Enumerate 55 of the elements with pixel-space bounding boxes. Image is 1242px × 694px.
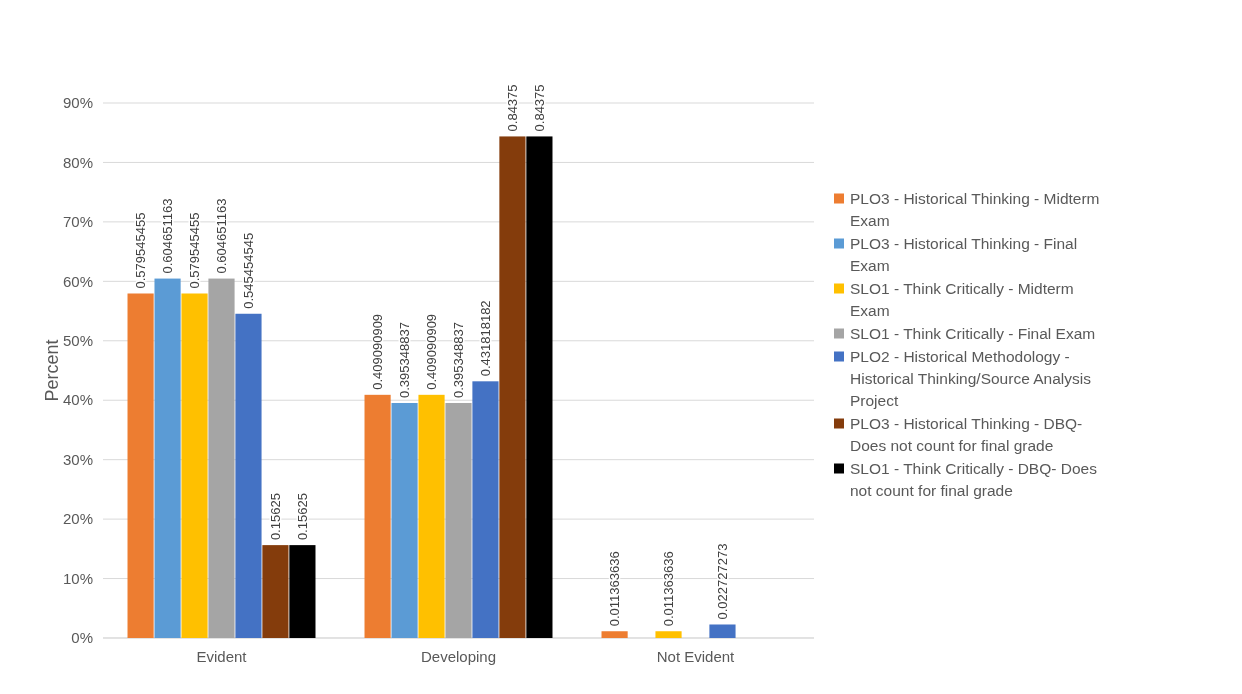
data-label: 0.409090909 <box>370 313 386 390</box>
bar <box>526 136 553 638</box>
y-tick-label: 40% <box>62 391 93 409</box>
data-label: 0.011363636 <box>661 551 677 627</box>
legend-label: PLO2 - Historical Methodology - Historical Thinking/Source Analysis Project <box>850 347 1092 409</box>
bar <box>154 278 181 638</box>
bar <box>127 293 154 638</box>
bar <box>445 402 472 638</box>
data-label: 0.409090909 <box>424 313 440 390</box>
bar <box>655 631 682 638</box>
y-tick-label: 50% <box>62 332 93 350</box>
data-label: 0.604651163 <box>214 198 230 274</box>
data-label: 0.395348837 <box>397 322 413 398</box>
data-label: 0.579545455 <box>133 212 149 289</box>
legend-label: SLO1 - Think Critically - DBQ- Does not count for final grade <box>850 459 1098 499</box>
data-label: 0.84375 <box>504 84 520 132</box>
data-label: 0.395348837 <box>451 322 467 398</box>
y-tick-label: 60% <box>62 272 93 290</box>
legend-label: SLO1 - Think Critically - Final Exam <box>850 324 1096 342</box>
y-tick-label: 80% <box>62 153 93 171</box>
y-tick-label: 20% <box>62 510 93 528</box>
bar <box>208 278 235 638</box>
bar <box>364 394 391 638</box>
bar <box>181 293 208 638</box>
data-label: 0.431818182 <box>478 300 494 377</box>
data-label: 0.15625 <box>267 493 283 541</box>
legend-label: PLO3 - Historical Thinking - Midterm Exam <box>850 189 1100 229</box>
y-tick-label: 30% <box>62 450 93 468</box>
bar <box>391 402 418 638</box>
y-tick-label: 10% <box>62 569 93 587</box>
bar <box>499 136 526 638</box>
legend-label: PLO3 - Historical Thinking - DBQ- Does not count for final grade <box>850 414 1083 454</box>
x-tick-label: Developing <box>420 648 497 665</box>
data-label: 0.545454545 <box>241 232 257 309</box>
y-tick-label: 70% <box>62 213 93 231</box>
data-label: 0.604651163 <box>160 198 176 274</box>
bar <box>709 624 736 638</box>
y-axis-title: Percent <box>42 339 62 402</box>
data-label: 0.022727273 <box>715 543 731 620</box>
y-tick-label: 90% <box>62 94 93 112</box>
bar <box>262 545 289 638</box>
data-label: 0.011363636 <box>607 551 623 627</box>
data-label: 0.579545455 <box>187 212 203 289</box>
legend-label: PLO3 - Historical Thinking - Final Exam <box>850 234 1078 274</box>
bar <box>235 313 262 638</box>
bar <box>418 394 445 638</box>
legend-label: SLO1 - Think Critically - Midterm Exam <box>850 279 1074 319</box>
data-label: 0.15625 <box>294 493 310 541</box>
x-tick-label: Evident <box>196 648 248 665</box>
x-tick-label: Not Evident <box>656 648 736 665</box>
y-tick-label: 0% <box>71 629 93 647</box>
data-label: 0.84375 <box>531 84 547 132</box>
bar <box>289 545 316 638</box>
bar <box>601 631 628 638</box>
bar <box>472 381 499 638</box>
